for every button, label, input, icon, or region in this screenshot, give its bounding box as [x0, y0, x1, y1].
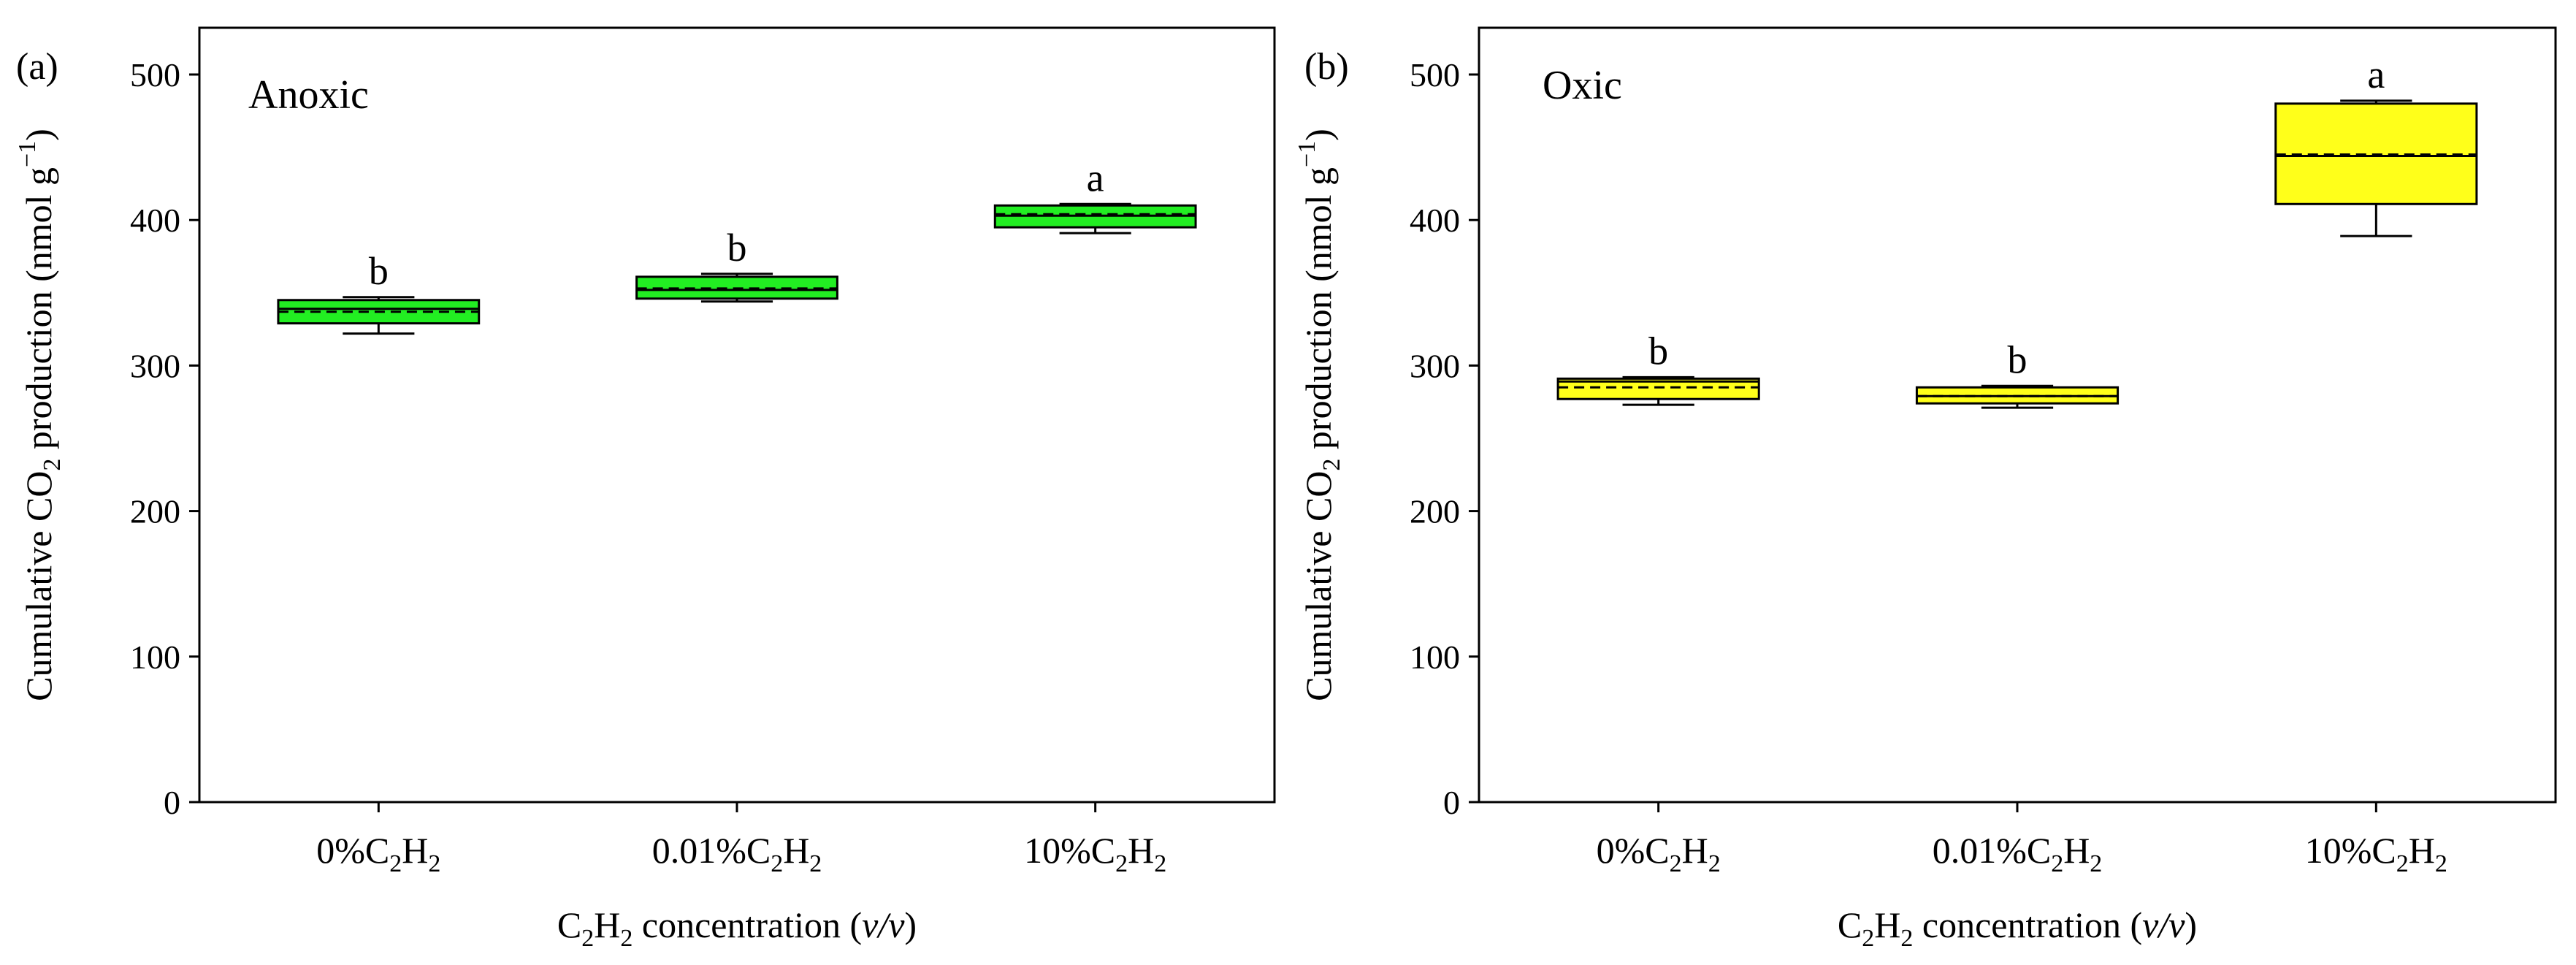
x-title-subscript: 2 [620, 925, 632, 952]
x-category-label: 0.01%C2H2 [1933, 830, 2103, 877]
category-subscript: 2 [428, 850, 440, 877]
significance-letter: b [2008, 337, 2027, 381]
y-tick-label: 300 [130, 347, 180, 384]
significance-letter: b [1648, 329, 1668, 373]
x-title-text: concentration ( [632, 904, 862, 945]
x-category-label: 0%C2H2 [316, 830, 440, 877]
x-category-label: 0.01%C2H2 [652, 830, 822, 877]
y-tick-label: 500 [1410, 56, 1460, 94]
x-category-label: 10%C2H2 [2305, 830, 2447, 877]
y-tick-label: 200 [1410, 493, 1460, 530]
y-tick-label: 400 [130, 202, 180, 239]
x-title-italic: v/v [2142, 904, 2185, 945]
y-tick-label: 500 [130, 56, 180, 94]
category-text: H [402, 830, 428, 871]
category-subscript: 2 [2051, 850, 2063, 877]
category-subscript: 2 [809, 850, 822, 877]
y-title-subscript: 2 [1318, 459, 1345, 471]
x-title-subscript: 2 [1862, 925, 1874, 952]
category-subscript: 2 [1115, 850, 1128, 877]
significance-letter: a [1087, 156, 1104, 199]
category-subscript: 2 [2396, 850, 2409, 877]
y-tick-label: 100 [1410, 638, 1460, 676]
x-title-text: C [1838, 904, 1862, 945]
y-tick-label: 200 [130, 493, 180, 530]
box-3: a [2274, 53, 2478, 237]
category-text: 10%C [1024, 830, 1115, 871]
category-text: H [783, 830, 809, 871]
x-axis-title: C2H2 concentration (v/v) [557, 904, 917, 952]
category-text: 10%C [2305, 830, 2396, 871]
category-text: 0.01%C [652, 830, 771, 871]
y-title-text: production (nmol g [1298, 167, 1339, 459]
y-title-text: Cumulative CO [18, 471, 59, 701]
category-text: 0.01%C [1933, 830, 2052, 871]
category-text: H [1128, 830, 1154, 871]
box-1: b [1556, 329, 1760, 406]
plot-frame [198, 26, 1276, 804]
x-title-subscript: 2 [1900, 925, 1913, 952]
y-title-subscript: 2 [39, 459, 66, 471]
y-title-superscript: −1 [14, 141, 41, 167]
panel-label: (a) [16, 46, 58, 88]
x-title-text: H [594, 904, 620, 945]
y-title-superscript: −1 [1293, 141, 1321, 167]
category-text: H [1682, 830, 1708, 871]
condition-label: Oxic [1543, 63, 1622, 108]
box-2: b [1915, 337, 2120, 409]
category-subscript: 2 [1154, 850, 1166, 877]
y-title-text: production (nmol g [18, 167, 59, 459]
x-title-subscript: 2 [581, 925, 594, 952]
x-title-text: H [1874, 904, 1900, 945]
box-3: a [993, 156, 1197, 234]
significance-letter: b [727, 226, 747, 270]
y-axis-title: Cumulative CO2 production (nmol g−1) [1293, 129, 1345, 701]
category-text: H [2409, 830, 2435, 871]
x-title-italic: v/v [862, 904, 905, 945]
panel-label: (b) [1304, 46, 1349, 88]
x-title-text: ) [2185, 904, 2197, 945]
category-text: 0%C [316, 830, 389, 871]
x-title-text: ) [904, 904, 917, 945]
category-subscript: 2 [1670, 850, 1682, 877]
category-subscript: 2 [2090, 850, 2102, 877]
y-tick-label: 100 [130, 638, 180, 676]
category-subscript: 2 [1708, 850, 1721, 877]
category-subscript: 2 [771, 850, 783, 877]
y-title-text: Cumulative CO [1298, 471, 1339, 701]
category-text: 0%C [1597, 830, 1670, 871]
significance-letter: b [369, 249, 389, 293]
category-subscript: 2 [389, 850, 402, 877]
category-subscript: 2 [2435, 850, 2447, 877]
y-title-text: ) [1298, 129, 1339, 141]
y-tick-label: 0 [1443, 784, 1460, 821]
x-title-text: concentration ( [1913, 904, 2142, 945]
box-2: b [635, 226, 838, 303]
y-tick-label: 0 [164, 784, 180, 821]
x-title-text: C [557, 904, 581, 945]
y-tick-label: 400 [1410, 202, 1460, 239]
y-title-text: ) [18, 129, 59, 141]
y-axis-title: Cumulative CO2 production (nmol g−1) [14, 129, 66, 701]
significance-letter: a [2367, 53, 2385, 96]
condition-label: Anoxic [248, 72, 369, 118]
y-tick-label: 300 [1410, 347, 1460, 384]
x-category-label: 0%C2H2 [1597, 830, 1721, 877]
x-category-label: 10%C2H2 [1024, 830, 1166, 877]
category-text: H [2063, 830, 2090, 871]
x-axis-title: C2H2 concentration (v/v) [1838, 904, 2197, 952]
box-1: b [277, 249, 481, 335]
